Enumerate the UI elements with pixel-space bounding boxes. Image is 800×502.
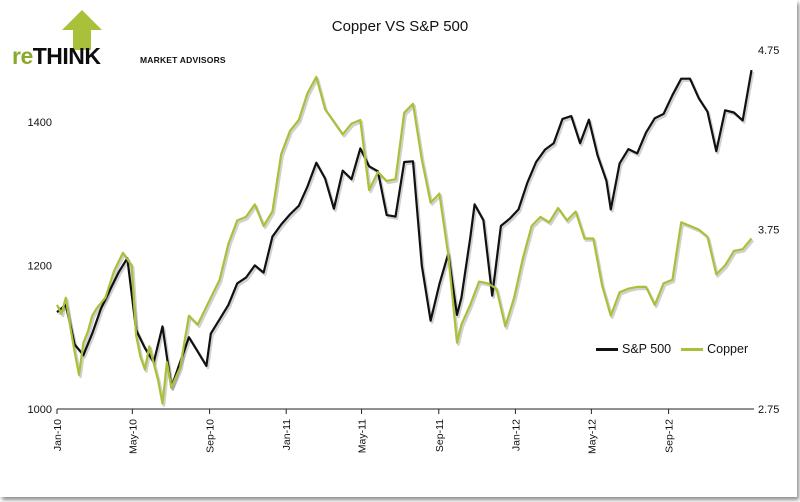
right-tick-label: 3.75 <box>758 225 779 237</box>
logo-tagline: MARKET ADVISORS <box>140 55 226 65</box>
left-tick-label: 1000 <box>28 404 52 416</box>
left-tick-label: 1400 <box>28 117 52 129</box>
logo-main: THINK <box>32 43 101 69</box>
x-tick-label: May-12 <box>586 419 598 454</box>
legend-label-copper: Copper <box>707 342 749 356</box>
x-tick-label: Jan-12 <box>510 419 522 451</box>
legend-item-copper: Copper <box>681 342 748 356</box>
legend-label-sp500: S&P 500 <box>622 342 672 356</box>
x-tick-label: Jan-11 <box>281 419 293 450</box>
series-line-copper <box>56 75 753 405</box>
right-tick-label: 4.75 <box>758 45 779 57</box>
legend-swatch-sp500 <box>596 347 618 351</box>
x-tick-label: May-11 <box>357 419 369 453</box>
x-tick-label: Jan-10 <box>52 419 64 451</box>
logo-wordmark: reTHINK <box>12 43 101 70</box>
legend-swatch-copper <box>681 347 704 351</box>
x-tick-label: Sep-11 <box>434 419 446 452</box>
brand-logo: reTHINK MARKET ADVISORS <box>12 10 242 70</box>
logo-prefix: re <box>12 43 33 69</box>
x-tick-label: Sep-10 <box>205 419 217 453</box>
legend-item-sp500: S&P 500 <box>596 342 671 356</box>
x-tick-label: Sep-12 <box>664 419 676 453</box>
up-arrow-icon <box>62 10 102 50</box>
x-tick-label: May-10 <box>127 419 139 454</box>
chart-title: Copper VS S&P 500 <box>331 18 469 35</box>
right-tick-label: 2.75 <box>758 404 779 416</box>
chart-legend: S&P 500 Copper <box>596 342 748 356</box>
left-tick-label: 1200 <box>28 260 52 272</box>
